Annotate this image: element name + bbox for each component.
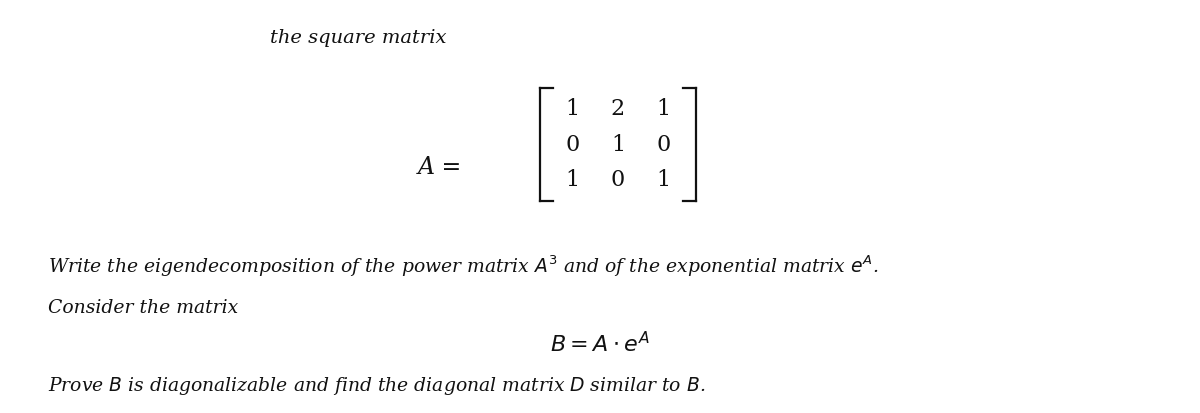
Text: the square matrix: the square matrix bbox=[270, 29, 446, 47]
Text: 1: 1 bbox=[565, 98, 580, 121]
Text: 1: 1 bbox=[611, 133, 625, 156]
Text: 1: 1 bbox=[565, 169, 580, 191]
Text: 1: 1 bbox=[656, 169, 671, 191]
Text: Consider the matrix: Consider the matrix bbox=[48, 299, 239, 317]
Text: $B = A \cdot e^A$: $B = A \cdot e^A$ bbox=[550, 332, 650, 358]
Text: 0: 0 bbox=[611, 169, 625, 191]
Text: Write the eigendecomposition of the power matrix $A^3$ and of the exponential ma: Write the eigendecomposition of the powe… bbox=[48, 254, 878, 279]
Text: 0: 0 bbox=[565, 133, 580, 156]
Text: 2: 2 bbox=[611, 98, 625, 121]
Text: A =: A = bbox=[418, 156, 462, 179]
Text: 1: 1 bbox=[656, 98, 671, 121]
Text: 0: 0 bbox=[656, 133, 671, 156]
Text: Prove $B$ is diagonalizable and find the diagonal matrix $D$ similar to $B$.: Prove $B$ is diagonalizable and find the… bbox=[48, 375, 706, 397]
